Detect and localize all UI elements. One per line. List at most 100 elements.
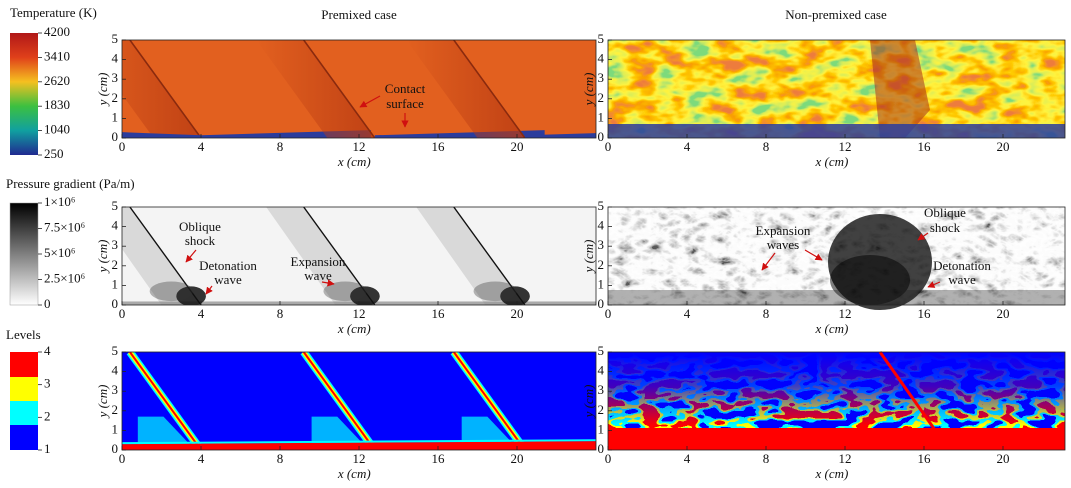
y-tick-label: 5 (598, 31, 605, 46)
x-tick-label: 12 (839, 306, 852, 321)
y-tick-label: 3 (112, 70, 119, 85)
colorbar-tick-label: 1830 (44, 97, 70, 112)
x-tick-label: 8 (763, 451, 770, 466)
y-tick-label: 4 (598, 51, 605, 66)
x-tick-label: 4 (198, 139, 205, 154)
y-tick-label: 5 (598, 343, 605, 358)
y-tick-label: 4 (112, 51, 119, 66)
x-tick-label: 0 (605, 139, 612, 154)
y-axis-label: y (cm) (581, 240, 596, 275)
y-tick-label: 5 (112, 198, 119, 213)
nonpremixed-temperature-field (608, 40, 1065, 138)
x-tick-label: 4 (684, 139, 691, 154)
y-tick-label: 1 (598, 109, 605, 124)
temperature-colorbar (10, 33, 38, 155)
x-tick-label: 4 (684, 451, 691, 466)
x-axis-label: x (cm) (815, 321, 849, 336)
y-tick-label: 4 (598, 363, 605, 378)
y-axis-label: y (cm) (581, 73, 596, 108)
x-axis-label: x (cm) (337, 321, 371, 336)
colorbar-title: Levels (6, 327, 41, 342)
y-tick-label: 1 (112, 109, 119, 124)
x-tick-label: 20 (511, 139, 524, 154)
annotation-line: surface (386, 96, 424, 111)
y-tick-label: 3 (598, 70, 605, 85)
y-tick-label: 4 (112, 218, 119, 233)
x-tick-label: 12 (353, 451, 366, 466)
colorbar-tick-label: 1 (44, 441, 51, 456)
x-axis-label: x (cm) (815, 154, 849, 169)
x-tick-label: 20 (997, 139, 1010, 154)
x-tick-label: 16 (432, 139, 446, 154)
colorbar-tick-label: 5×10⁶ (44, 245, 75, 260)
annotation-line: Detonation (933, 258, 991, 273)
figure: Temperature (K) Pressure gradient (Pa/m)… (0, 0, 1071, 488)
colorbar-title: Pressure gradient (Pa/m) (6, 176, 135, 191)
nonpremixed-pressure-field (608, 207, 1065, 310)
x-tick-label: 16 (918, 451, 932, 466)
y-tick-label: 2 (598, 90, 605, 105)
x-tick-label: 4 (198, 451, 205, 466)
x-tick-label: 0 (119, 139, 126, 154)
annotation-line: Expansion (291, 254, 346, 269)
x-tick-label: 0 (605, 451, 612, 466)
colorbar-tick-label: 7.5×10⁶ (44, 219, 85, 234)
x-tick-label: 8 (277, 306, 284, 321)
y-tick-label: 5 (112, 31, 119, 46)
y-tick-label: 3 (112, 382, 119, 397)
colorbar-tick-label: 2620 (44, 73, 70, 88)
annotation-line: waves (767, 237, 800, 252)
y-tick-label: 3 (598, 237, 605, 252)
colorbar-tick-label: 1×10⁶ (44, 194, 75, 209)
x-axis-label: x (cm) (815, 466, 849, 481)
y-tick-label: 2 (112, 90, 119, 105)
x-tick-label: 16 (432, 451, 446, 466)
x-axis-label: x (cm) (337, 466, 371, 481)
y-axis-label: y (cm) (581, 385, 596, 420)
x-tick-label: 8 (763, 139, 770, 154)
annotation-line: shock (185, 233, 216, 248)
colorbar-tick-label: 2 (44, 408, 51, 423)
x-tick-label: 12 (353, 306, 366, 321)
y-tick-label: 0 (112, 296, 119, 311)
x-tick-label: 4 (198, 306, 205, 321)
x-tick-label: 8 (277, 139, 284, 154)
colorbar-tick-label: 3 (44, 376, 51, 391)
y-tick-label: 1 (112, 421, 119, 436)
colorbar-tick-label: 1040 (44, 122, 70, 137)
y-tick-label: 2 (112, 257, 119, 272)
x-tick-label: 4 (684, 306, 691, 321)
y-tick-label: 1 (598, 421, 605, 436)
y-tick-label: 0 (598, 441, 605, 456)
y-tick-label: 4 (112, 363, 119, 378)
annotation-line: Detonation (199, 258, 257, 273)
column-title: Premixed case (321, 7, 397, 22)
x-tick-label: 16 (918, 139, 932, 154)
x-tick-label: 0 (119, 306, 126, 321)
x-tick-label: 12 (353, 139, 366, 154)
y-axis-label: y (cm) (95, 240, 110, 275)
y-tick-label: 1 (112, 276, 119, 291)
x-tick-label: 0 (119, 451, 126, 466)
x-tick-label: 8 (277, 451, 284, 466)
y-tick-label: 0 (598, 296, 605, 311)
x-tick-label: 20 (997, 451, 1010, 466)
x-tick-label: 20 (511, 306, 524, 321)
y-tick-label: 5 (598, 198, 605, 213)
y-tick-label: 1 (598, 276, 605, 291)
x-tick-label: 20 (511, 451, 524, 466)
colorbar-tick-label: 4200 (44, 24, 70, 39)
x-axis-label: x (cm) (337, 154, 371, 169)
annotation-line: wave (304, 268, 332, 283)
y-axis-label: y (cm) (95, 73, 110, 108)
x-tick-label: 16 (432, 306, 446, 321)
colorbar-title: Temperature (K) (10, 5, 97, 20)
x-tick-label: 0 (605, 306, 612, 321)
column-title: Non-premixed case (785, 7, 887, 22)
y-tick-label: 2 (598, 257, 605, 272)
annotation-line: shock (930, 220, 961, 235)
x-tick-label: 12 (839, 139, 852, 154)
colorbar-tick-label: 0 (44, 296, 51, 311)
y-tick-label: 5 (112, 343, 119, 358)
y-axis-label: y (cm) (95, 385, 110, 420)
